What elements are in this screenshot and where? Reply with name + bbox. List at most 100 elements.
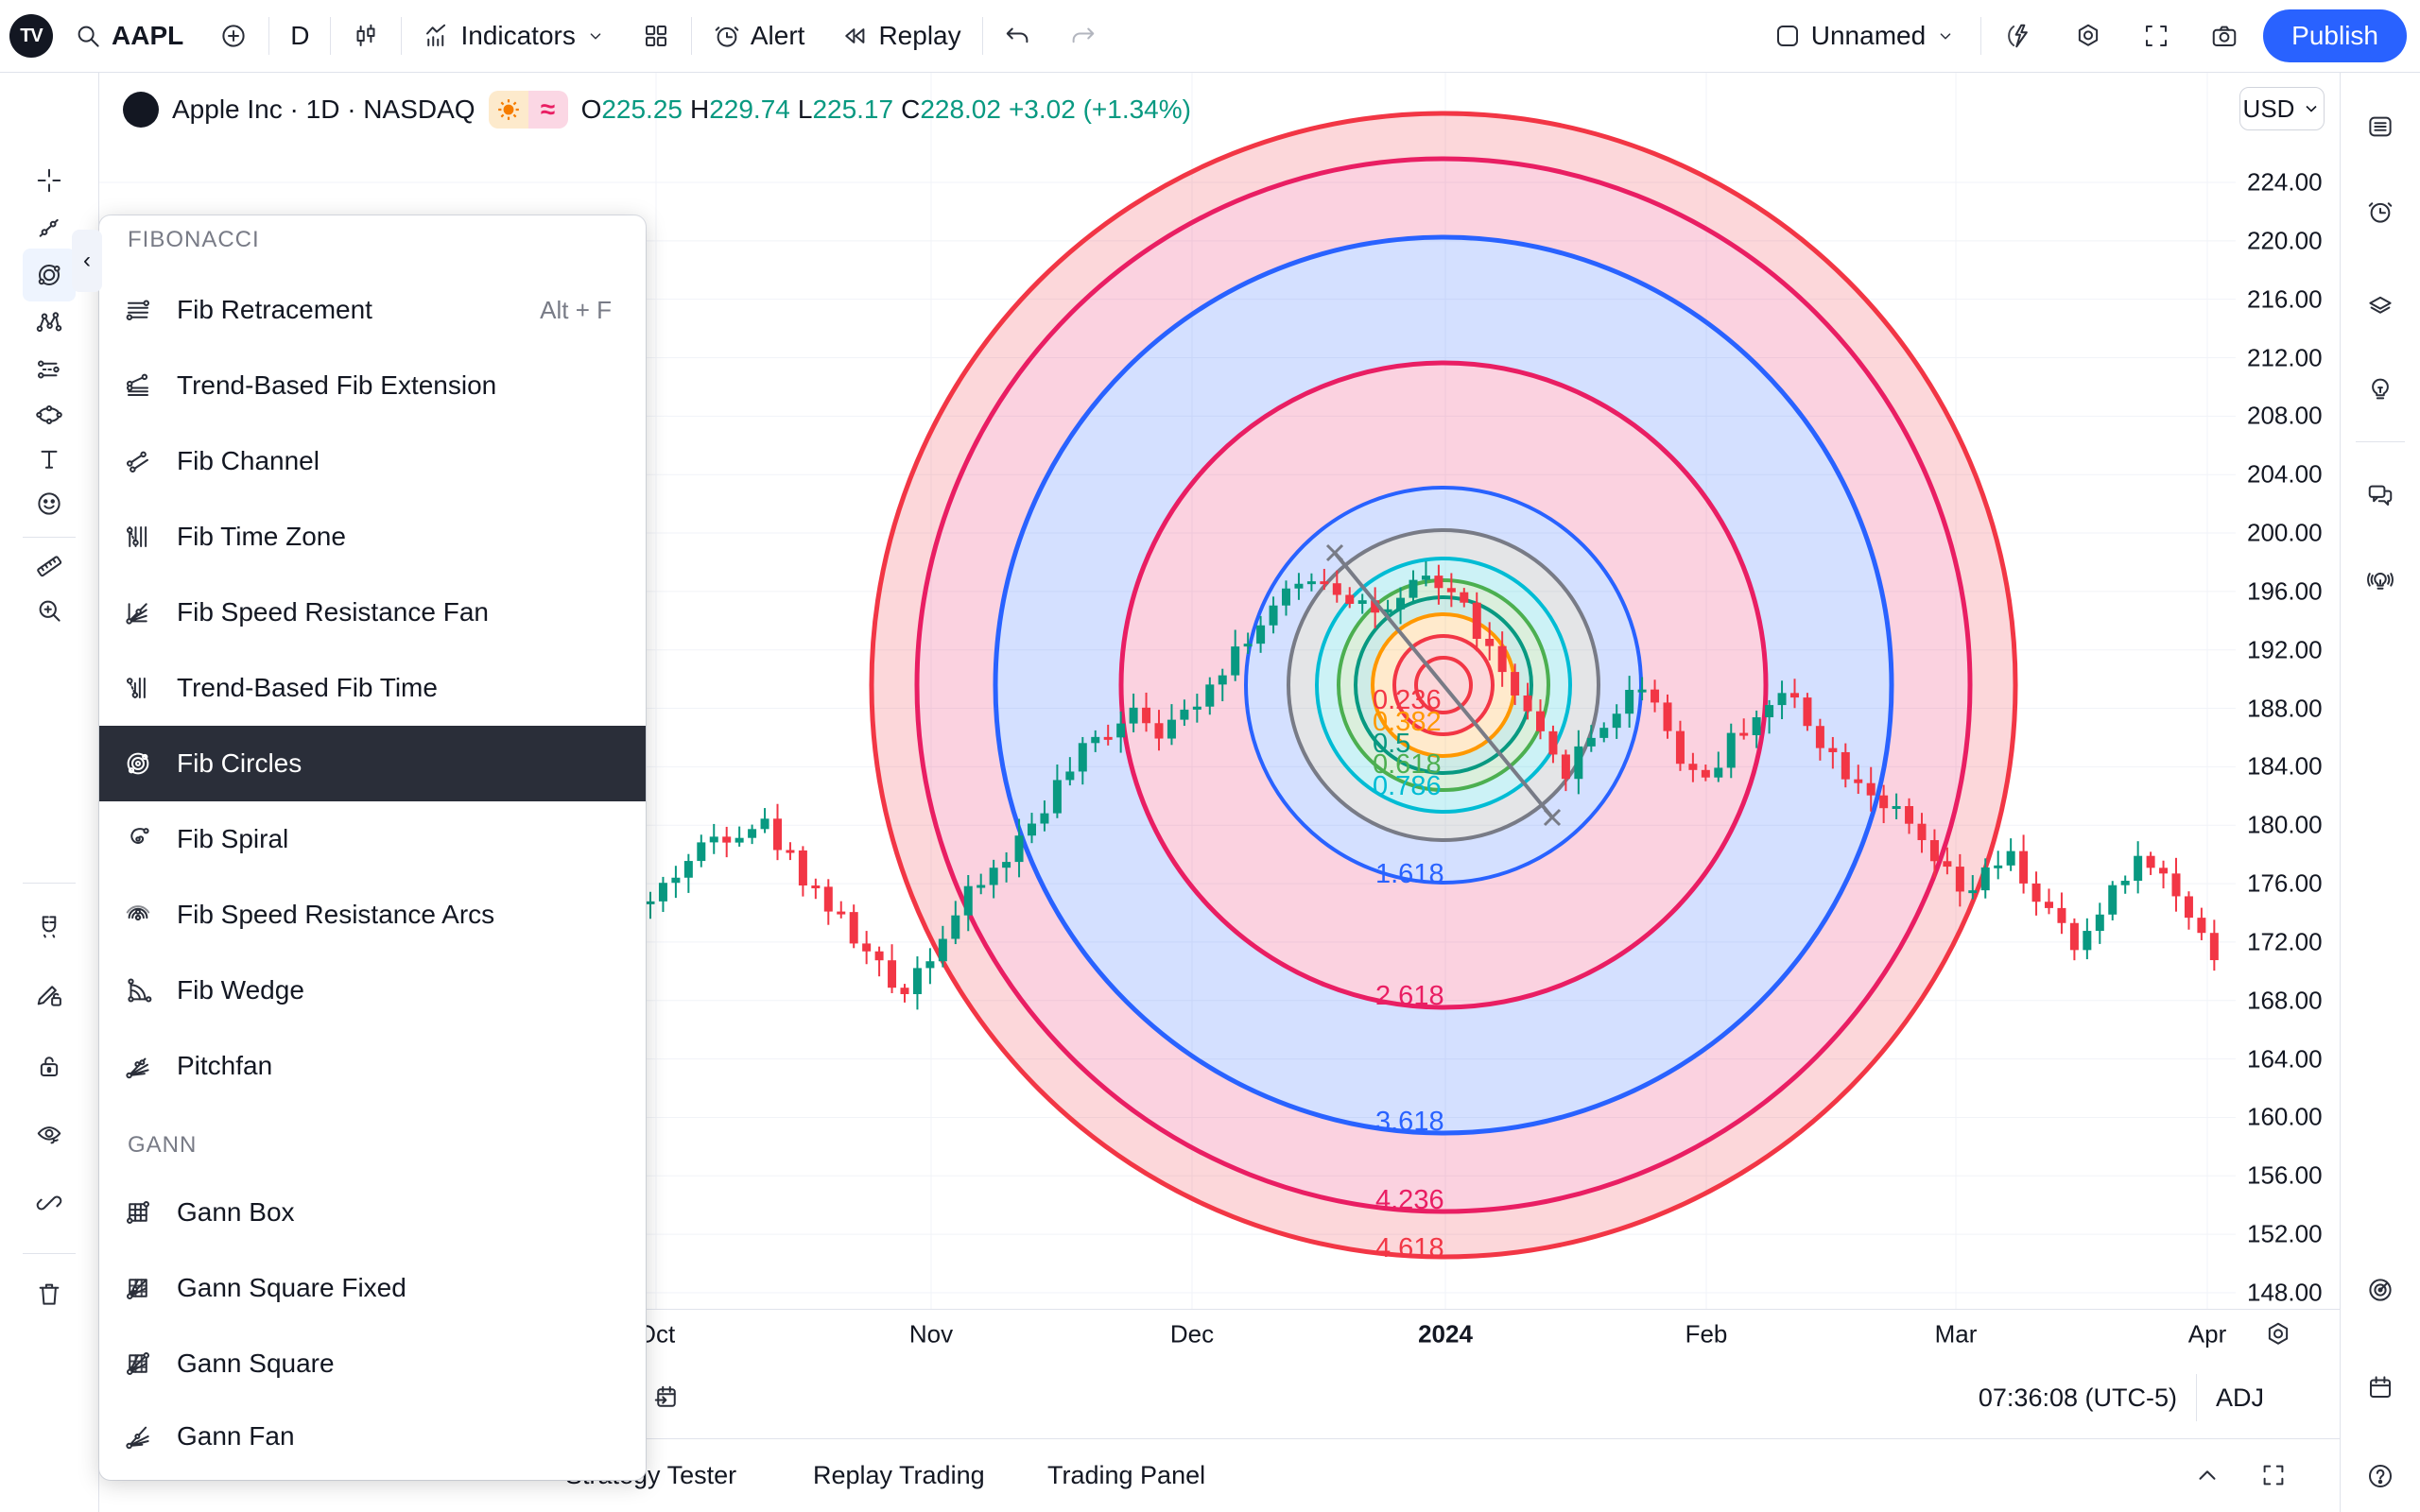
divider xyxy=(981,17,983,55)
chart-style-button[interactable] xyxy=(337,9,395,62)
menu-item-pitchfan[interactable]: Pitchfan xyxy=(99,1028,646,1104)
replay-icon xyxy=(840,22,869,50)
chevron-up-icon[interactable] xyxy=(2193,1461,2221,1489)
collapse-drawer-button[interactable]: ‹ xyxy=(72,230,102,292)
chats-icon[interactable] xyxy=(2354,469,2407,522)
crosshair-tool-button[interactable] xyxy=(23,154,76,207)
ohlc-value: O225.25 xyxy=(580,94,683,124)
menu-item-fib-circles[interactable]: Fib Circles xyxy=(99,726,646,801)
drawing-toolbar xyxy=(0,72,99,1512)
snapshot-button[interactable] xyxy=(2195,9,2254,62)
ellipse-icon xyxy=(35,401,63,429)
tradingview-logo[interactable]: TV xyxy=(9,14,53,58)
m-pitchfan-icon xyxy=(124,1052,152,1080)
calendar-icon[interactable] xyxy=(2354,1361,2407,1414)
quick-actions-icon xyxy=(2006,22,2034,50)
data-window-icon[interactable] xyxy=(2354,279,2407,332)
remove-drawings-tool-button[interactable] xyxy=(23,1267,76,1320)
adjust-data-toggle[interactable]: ADJ xyxy=(2215,1383,2264,1412)
search-icon xyxy=(74,22,102,50)
menu-item-gann-square[interactable]: Gann Square xyxy=(99,1326,646,1401)
hide-drawings-tool-button[interactable] xyxy=(23,1108,76,1160)
market-open-sun-icon xyxy=(488,91,528,129)
divider xyxy=(23,883,76,884)
time-axis-settings-icon[interactable] xyxy=(2264,1320,2292,1349)
fibonacci-tools-menu: FIBONACCI Fib Retracement Alt + F Trend-Bas… xyxy=(99,215,646,1480)
indicators-button[interactable]: Indicators xyxy=(407,9,620,62)
symbol-description[interactable]: Apple Inc · 1D · NASDAQ xyxy=(172,94,475,124)
menu-item-fib-retracement[interactable]: Fib Retracement Alt + F xyxy=(99,272,646,348)
trendline-tool-button[interactable] xyxy=(23,201,76,254)
tab-replay-trading[interactable]: Replay Trading xyxy=(813,1460,985,1489)
drawing-mode-tool-button[interactable] xyxy=(23,969,76,1022)
prediction-tool-button[interactable] xyxy=(23,343,76,396)
menu-item-fib-channel[interactable]: Fib Channel xyxy=(99,423,646,499)
emoji-tool-button[interactable] xyxy=(23,477,76,530)
fib-tool-button[interactable] xyxy=(23,249,76,301)
tab-trading-panel[interactable]: Trading Panel xyxy=(1047,1460,1206,1489)
right-sidebar xyxy=(2340,72,2420,1512)
redo-button[interactable] xyxy=(1053,9,1112,62)
help-icon[interactable] xyxy=(2354,1450,2407,1503)
menu-item-gann-box[interactable]: Gann Box xyxy=(99,1175,646,1250)
minds-icon[interactable] xyxy=(2354,554,2407,607)
alert-button[interactable]: Alert xyxy=(698,9,821,62)
screener-icon[interactable] xyxy=(2354,1263,2407,1316)
price-tick-label: 152.00 xyxy=(2247,1219,2323,1248)
symbol-search-button[interactable]: AAPL xyxy=(59,9,199,62)
replay-button[interactable]: Replay xyxy=(825,9,976,62)
m-fan-icon xyxy=(124,598,152,627)
menu-item-fib-time-zone[interactable]: Fib Time Zone xyxy=(99,499,646,575)
sync-drawings-tool-button[interactable] xyxy=(23,1177,76,1229)
layout-grid-button[interactable] xyxy=(627,9,685,62)
divider xyxy=(23,1253,76,1254)
menu-item-fib-wedge[interactable]: Fib Wedge xyxy=(99,953,646,1028)
fullscreen-button[interactable] xyxy=(2127,9,2186,62)
undo-button[interactable] xyxy=(989,9,1047,62)
magnet-tool-button[interactable] xyxy=(23,901,76,954)
watchlist-icon[interactable] xyxy=(2354,100,2407,153)
svg-text:1.618: 1.618 xyxy=(1375,859,1444,889)
chevron-down-icon xyxy=(1935,26,1956,46)
shortcut-hint: Alt + F xyxy=(540,295,612,324)
menu-item-trend-based-fib-extension[interactable]: Trend-Based Fib Extension xyxy=(99,348,646,423)
redo-icon xyxy=(1068,22,1097,50)
text-tool-button[interactable] xyxy=(23,433,76,486)
price-tick-label: 168.00 xyxy=(2247,986,2323,1015)
save-layout-button[interactable]: Unnamed xyxy=(1758,9,1971,62)
alerts-icon[interactable] xyxy=(2354,185,2407,238)
quick-actions-button[interactable] xyxy=(1991,9,2049,62)
pattern-tool-button[interactable] xyxy=(23,296,76,349)
price-tick-label: 188.00 xyxy=(2247,694,2323,723)
menu-section-header: FIBONACCI xyxy=(128,227,260,252)
add-symbol-button[interactable] xyxy=(204,9,263,62)
menu-item-fib-speed-resistance-arcs[interactable]: Fib Speed Resistance Arcs xyxy=(99,877,646,953)
menu-item-trend-based-fib-time[interactable]: Trend-Based Fib Time xyxy=(99,650,646,726)
chart-settings-button[interactable] xyxy=(2059,9,2118,62)
alert-clock-icon xyxy=(713,22,741,50)
price-tick-label: 160.00 xyxy=(2247,1102,2323,1131)
lock-drawings-tool-button[interactable] xyxy=(23,1040,76,1092)
ideas-icon[interactable] xyxy=(2354,363,2407,416)
expand-panel-icon[interactable] xyxy=(2259,1461,2288,1489)
symbol-search-value: AAPL xyxy=(112,21,184,50)
publish-button[interactable]: Publish xyxy=(2263,9,2407,62)
divider xyxy=(690,17,692,55)
divider xyxy=(2356,441,2405,442)
price-axis[interactable]: USD 224.00 220.00 216.00 212.00 208.00 204.00… xyxy=(2236,72,2340,1357)
price-tick-label: 216.00 xyxy=(2247,284,2323,314)
goto-date-icon[interactable] xyxy=(652,1383,681,1412)
menu-item-fib-spiral[interactable]: Fib Spiral xyxy=(99,801,646,877)
menu-item-fib-speed-resistance-fan[interactable]: Fib Speed Resistance Fan xyxy=(99,575,646,650)
currency-selector[interactable]: USD xyxy=(2239,87,2325,130)
zoom-in-tool-button[interactable] xyxy=(23,584,76,637)
shapes-tool-button[interactable] xyxy=(23,388,76,441)
menu-item-gann-fan[interactable]: Gann Fan xyxy=(99,1399,646,1474)
price-tick-label: 176.00 xyxy=(2247,868,2323,898)
divider xyxy=(1980,17,1982,55)
eyehide-icon xyxy=(35,1120,63,1148)
ruler-tool-button[interactable] xyxy=(23,540,76,593)
menu-item-gann-square-fixed[interactable]: Gann Square Fixed xyxy=(99,1250,646,1326)
interval-button[interactable]: D xyxy=(290,21,310,50)
chart-legend: Apple Inc · 1D · NASDAQ ≈ O225.25 H229.74… xyxy=(123,87,1191,132)
